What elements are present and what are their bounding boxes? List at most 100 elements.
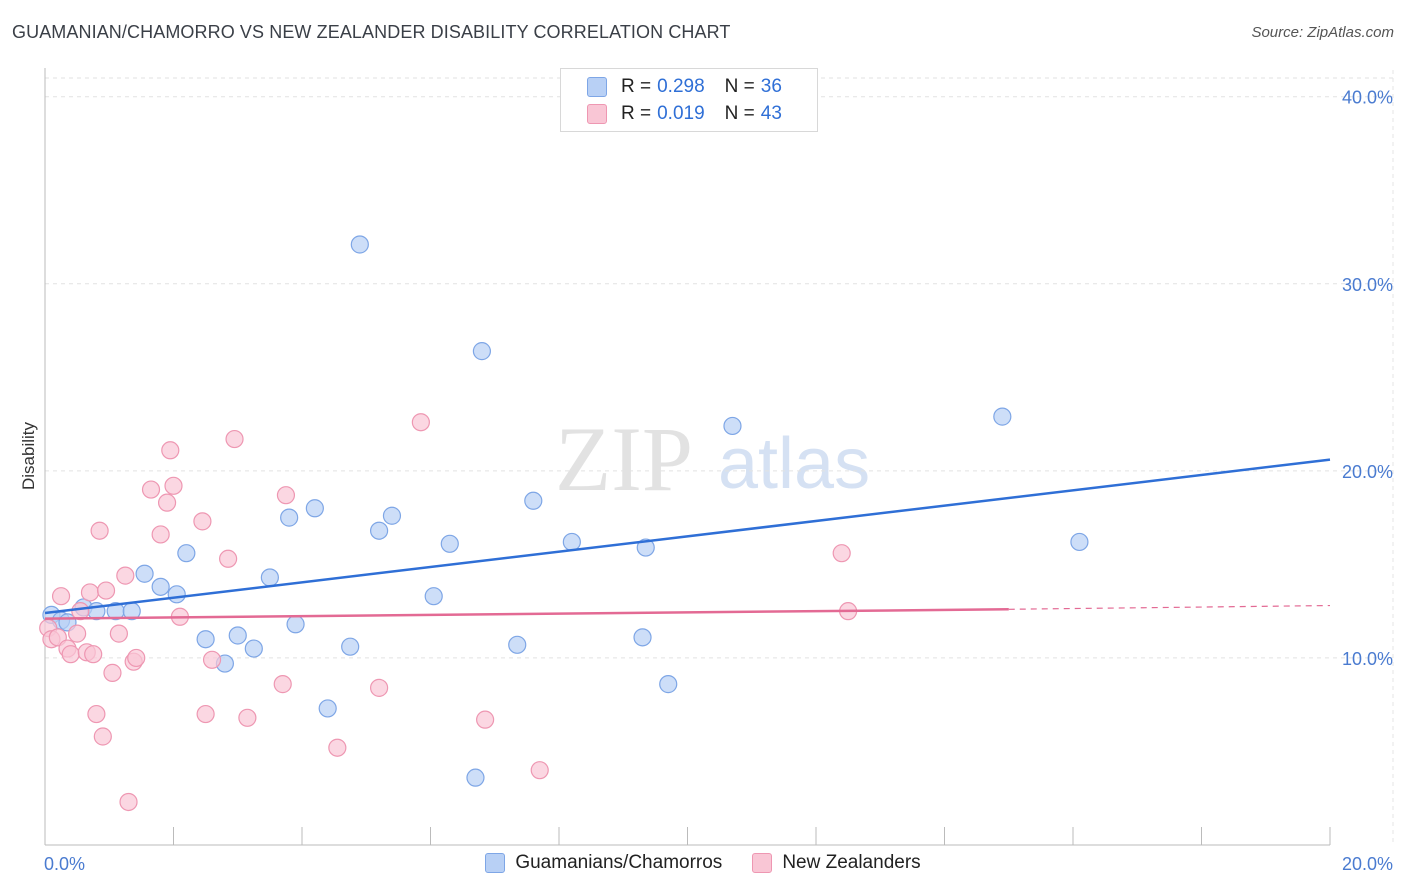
trend-lines (44, 458, 1331, 620)
new-zealander-point (276, 486, 296, 505)
guamanian-point (440, 534, 459, 553)
new-zealander-point (127, 648, 146, 668)
new-zealander-point (90, 521, 109, 540)
guamanian-point (633, 628, 652, 647)
guamanian-point (167, 585, 186, 604)
guamanian-point (723, 416, 742, 436)
legend-swatch-guamanians (485, 853, 506, 873)
legend-r-value: 0.019 (657, 103, 705, 124)
guamanian-point (244, 639, 263, 658)
legend-swatch-new-zealanders (752, 853, 773, 873)
guamanian-point (341, 637, 360, 656)
guamanian-point (636, 538, 655, 557)
guamanian-point (562, 532, 581, 552)
new-zealander-point (202, 650, 222, 669)
correlation-legend: R = 0.298 N = 36 R = 0.019 N = 43 (560, 68, 818, 132)
chart-title: GUAMANIAN/CHAMORRO VS NEW ZEALANDER DISA… (12, 22, 731, 42)
x-tick-label: 0.0% (44, 854, 85, 874)
new-zealander-point (411, 413, 430, 432)
guamanian-point (318, 699, 337, 718)
guamanian-point (196, 630, 215, 649)
guamanian-point (659, 675, 678, 694)
legend-n-label: N = (724, 103, 755, 124)
legend-swatch-guamanian (587, 77, 607, 97)
legend-item-new-zealanders[interactable]: New Zealanders (752, 852, 921, 874)
guamanian-point (280, 508, 299, 527)
guamanian-point (151, 577, 170, 596)
new-zealander-point (157, 493, 177, 512)
guamanian-point (286, 615, 305, 634)
legend-n-label: N = (724, 76, 755, 97)
watermark-atlas: atlas (718, 424, 870, 504)
x-tick-label: 20.0% (1342, 854, 1393, 874)
y-tick-label: 30.0% (1342, 275, 1393, 295)
legend-swatch-new-zealander (587, 104, 607, 124)
new-zealander-point (530, 761, 549, 780)
new-zealander-point (103, 663, 122, 682)
legend-label-guamanians: Guamanians/Chamorros (515, 852, 723, 873)
legend-row-guamanian: R = 0.298 N = 36 (587, 75, 782, 99)
new-zealander-point (219, 549, 238, 568)
guamanian-point (508, 635, 527, 654)
guamanian-point (993, 407, 1012, 426)
new-zealander-point (61, 645, 80, 664)
guamanian-point (382, 506, 402, 525)
new-zealander-point (68, 624, 87, 643)
new-zealander-point (116, 566, 135, 585)
new-zealander-point (84, 645, 103, 664)
legend-row-new-zealander: R = 0.019 N = 43 (587, 102, 782, 126)
new-zealander-point (119, 792, 138, 812)
new-zealander-point (109, 624, 128, 643)
new-zealander-point (87, 704, 106, 724)
guamanian-point (350, 235, 369, 254)
new-zealander-point (225, 429, 244, 449)
guamanian-point (1070, 532, 1089, 552)
guamanian-point (370, 521, 389, 540)
new-zealander-point (832, 544, 851, 563)
legend-label-new-zealanders: New Zealanders (782, 852, 921, 873)
new-zealander-trend-extension (1008, 604, 1331, 610)
new-zealander-trend-line (44, 608, 1009, 620)
new-zealander-point (141, 480, 161, 499)
new-zealander-point (51, 587, 71, 606)
watermark-zip: ZIP (555, 408, 693, 510)
new-zealander-point (80, 583, 100, 602)
gridlines (45, 70, 1394, 845)
series-legend: Guamanians/Chamorros New Zealanders (0, 852, 1406, 874)
guamanian-point (305, 499, 324, 518)
guamanian-point (260, 568, 279, 587)
guamanian-point (228, 626, 247, 645)
y-tick-label: 20.0% (1342, 462, 1393, 482)
guamanian-point (177, 544, 196, 563)
new-zealander-point (476, 710, 495, 729)
new-zealander-point (93, 727, 112, 746)
tick-labels: 10.0% 20.0% 30.0% 40.0% 0.0% 20.0% (44, 88, 1393, 874)
legend-r-label: R = (621, 103, 652, 124)
guamanian-point (472, 342, 491, 361)
legend-r-value: 0.298 (657, 76, 705, 97)
new-zealander-point (164, 476, 183, 495)
y-axis-label: Disability (19, 421, 38, 490)
new-zealander-point (273, 675, 292, 694)
axes (44, 68, 1331, 846)
new-zealander-point (196, 704, 215, 724)
guamanian-point (466, 768, 485, 787)
new-zealander-point (96, 581, 116, 600)
y-tick-label: 10.0% (1342, 649, 1393, 669)
new-zealander-point (370, 678, 389, 697)
legend-r-label: R = (621, 76, 652, 97)
source-label: Source: ZipAtlas.com (1251, 24, 1394, 41)
y-tick-label: 40.0% (1342, 88, 1393, 108)
guamanian-point (524, 491, 543, 510)
new-zealander-point (151, 525, 170, 544)
legend-item-guamanians[interactable]: Guamanians/Chamorros (485, 852, 722, 874)
legend-n-value: 36 (760, 76, 782, 97)
guamanian-point (424, 587, 443, 606)
new-zealander-point (238, 708, 257, 727)
data-points (39, 235, 1089, 812)
new-zealander-point (161, 441, 180, 460)
new-zealander-point (71, 602, 90, 621)
guamanian-point (135, 564, 154, 583)
new-zealander-point (328, 738, 347, 757)
